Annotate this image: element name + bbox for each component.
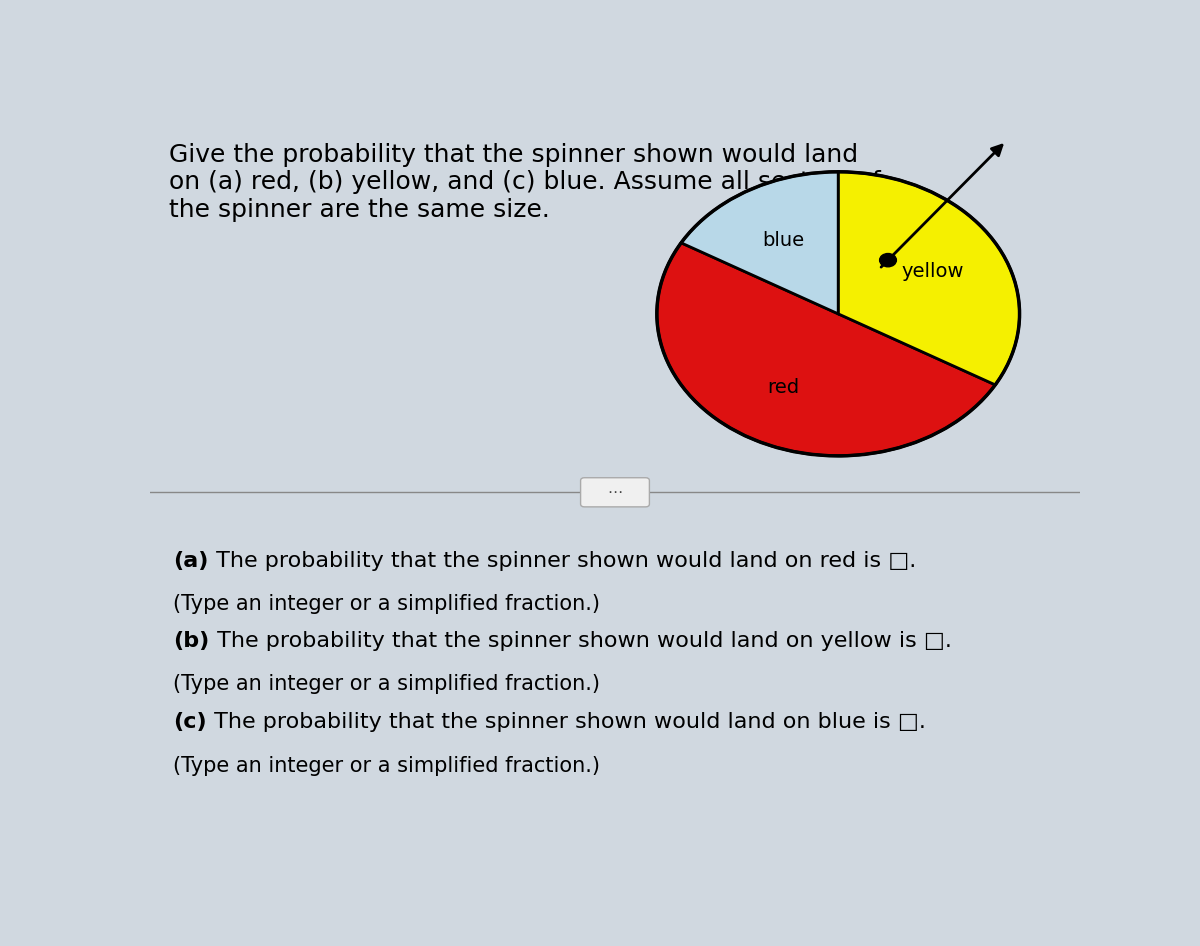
Wedge shape (682, 172, 839, 314)
Text: The probability that the spinner shown would land on yellow is □.: The probability that the spinner shown w… (210, 631, 952, 651)
Wedge shape (839, 172, 1020, 385)
Text: (b): (b) (173, 631, 210, 651)
Circle shape (880, 254, 896, 267)
Text: (c): (c) (173, 712, 206, 732)
Text: (Type an integer or a simplified fraction.): (Type an integer or a simplified fractio… (173, 756, 600, 776)
Wedge shape (656, 243, 995, 456)
Text: The probability that the spinner shown would land on blue is □.: The probability that the spinner shown w… (206, 712, 925, 732)
Text: The probability that the spinner shown would land on red is □.: The probability that the spinner shown w… (209, 551, 916, 570)
Text: yellow: yellow (901, 262, 964, 281)
Text: blue: blue (763, 231, 805, 250)
FancyBboxPatch shape (581, 478, 649, 507)
Text: (Type an integer or a simplified fraction.): (Type an integer or a simplified fractio… (173, 674, 600, 694)
Text: red: red (768, 378, 800, 397)
Text: Give the probability that the spinner shown would land
on (a) red, (b) yellow, a: Give the probability that the spinner sh… (168, 143, 881, 222)
Text: (Type an integer or a simplified fraction.): (Type an integer or a simplified fractio… (173, 594, 600, 614)
Text: ⋯: ⋯ (607, 484, 623, 499)
Text: (a): (a) (173, 551, 209, 570)
